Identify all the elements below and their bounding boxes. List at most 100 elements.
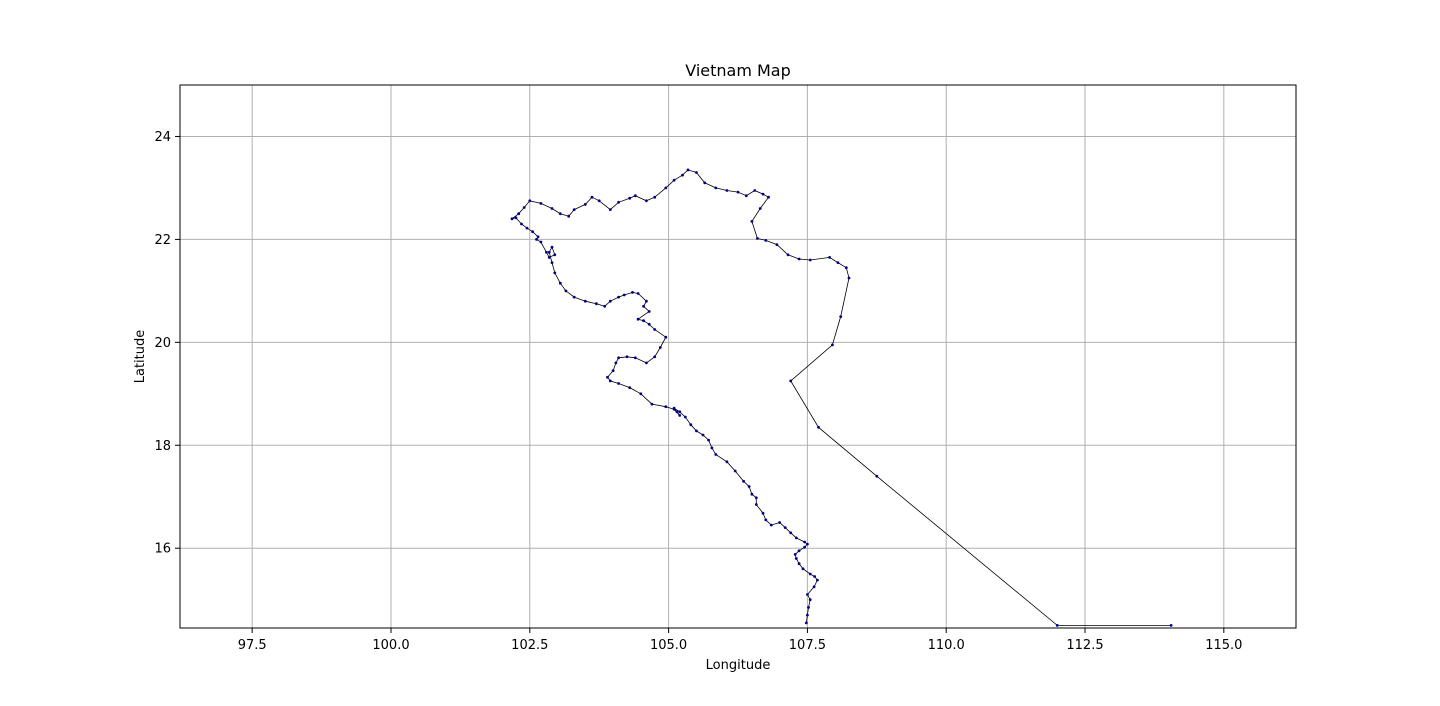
data-point	[558, 281, 562, 285]
data-point	[695, 429, 698, 433]
grid	[180, 85, 1296, 628]
data-point	[836, 261, 840, 264]
data-point	[608, 299, 612, 303]
chart-title: Vietnam Map	[685, 61, 791, 80]
data-point	[794, 536, 798, 540]
data-point	[664, 405, 668, 409]
data-point	[758, 207, 762, 210]
data-point	[747, 485, 751, 488]
data-point	[778, 521, 781, 524]
data-point	[710, 446, 714, 450]
data-point	[645, 361, 648, 365]
data-point	[564, 289, 568, 293]
data-point	[817, 425, 820, 429]
data-point	[647, 322, 651, 326]
data-point	[517, 212, 521, 216]
data-point	[736, 190, 740, 194]
data-point	[812, 585, 816, 589]
data-point	[764, 239, 768, 242]
data-point	[528, 199, 532, 203]
data-point	[794, 557, 798, 560]
data-point	[572, 208, 576, 212]
data-point	[653, 328, 657, 331]
data-point	[703, 181, 707, 185]
data-point	[714, 453, 718, 456]
data-point	[628, 386, 632, 389]
data-point	[801, 567, 805, 571]
data-point	[689, 423, 693, 427]
data-point	[875, 474, 879, 478]
data-point	[636, 292, 640, 295]
ticks: 97.5 100.0 102.5 105.0 107.5 110.0 112.5 115.0 1…	[154, 130, 1242, 653]
data-point	[786, 253, 790, 257]
data-point	[636, 317, 640, 321]
data-point	[707, 438, 710, 442]
y-tick-label: 16	[154, 542, 171, 557]
data-point	[803, 545, 806, 549]
data-point	[550, 207, 554, 210]
data-point	[547, 250, 551, 254]
data-point	[789, 379, 793, 383]
data-point	[714, 186, 718, 190]
data-point	[653, 355, 657, 359]
data-point	[807, 606, 810, 609]
data-point	[583, 203, 587, 206]
data-point	[608, 208, 612, 212]
data-point	[535, 238, 538, 241]
data-point	[764, 518, 768, 522]
x-tick-label: 107.5	[789, 638, 826, 653]
data-point	[653, 195, 657, 199]
data-point	[1169, 624, 1173, 627]
data-point	[754, 503, 758, 506]
data-point	[611, 369, 615, 373]
data-point	[725, 189, 729, 192]
data-point	[522, 206, 526, 209]
x-tick-label: 100.0	[372, 638, 409, 653]
data-point	[839, 315, 843, 318]
data-point	[567, 214, 571, 218]
data-point	[804, 621, 808, 625]
data-point	[672, 407, 676, 411]
data-point	[806, 542, 809, 546]
data-point	[617, 295, 620, 299]
data-point	[514, 216, 518, 220]
data-point	[645, 299, 648, 303]
data-point	[678, 410, 682, 414]
data-point	[733, 469, 737, 473]
data-point	[510, 217, 514, 221]
data-point	[617, 200, 620, 204]
data-point	[672, 178, 676, 182]
data-point	[539, 202, 543, 205]
data-point	[761, 511, 765, 515]
data-point	[769, 523, 773, 527]
data-point	[754, 496, 758, 500]
data-point	[547, 256, 551, 259]
data-point	[531, 230, 534, 234]
data-point	[750, 220, 754, 223]
data-point	[816, 578, 819, 582]
data-point	[797, 549, 801, 553]
x-axis-label: Longitude	[706, 658, 771, 673]
data-point	[686, 168, 690, 172]
data-point	[658, 346, 662, 349]
y-axis-label: Latitude	[133, 330, 148, 384]
y-tick-label: 22	[154, 233, 171, 248]
data-point	[701, 433, 705, 437]
data-point	[625, 355, 629, 359]
data-point	[639, 392, 643, 396]
data-point	[813, 575, 816, 578]
data-point	[725, 460, 729, 464]
data-point	[617, 356, 620, 360]
data-point	[558, 212, 562, 216]
data-point	[806, 593, 809, 596]
data-point	[750, 492, 754, 496]
data-point	[545, 250, 548, 254]
data-point	[550, 245, 554, 249]
data-point	[664, 335, 668, 339]
data-point	[590, 195, 594, 199]
data-point	[756, 237, 759, 240]
data-point	[642, 319, 645, 323]
data-point	[695, 171, 698, 174]
data-point	[775, 243, 779, 247]
